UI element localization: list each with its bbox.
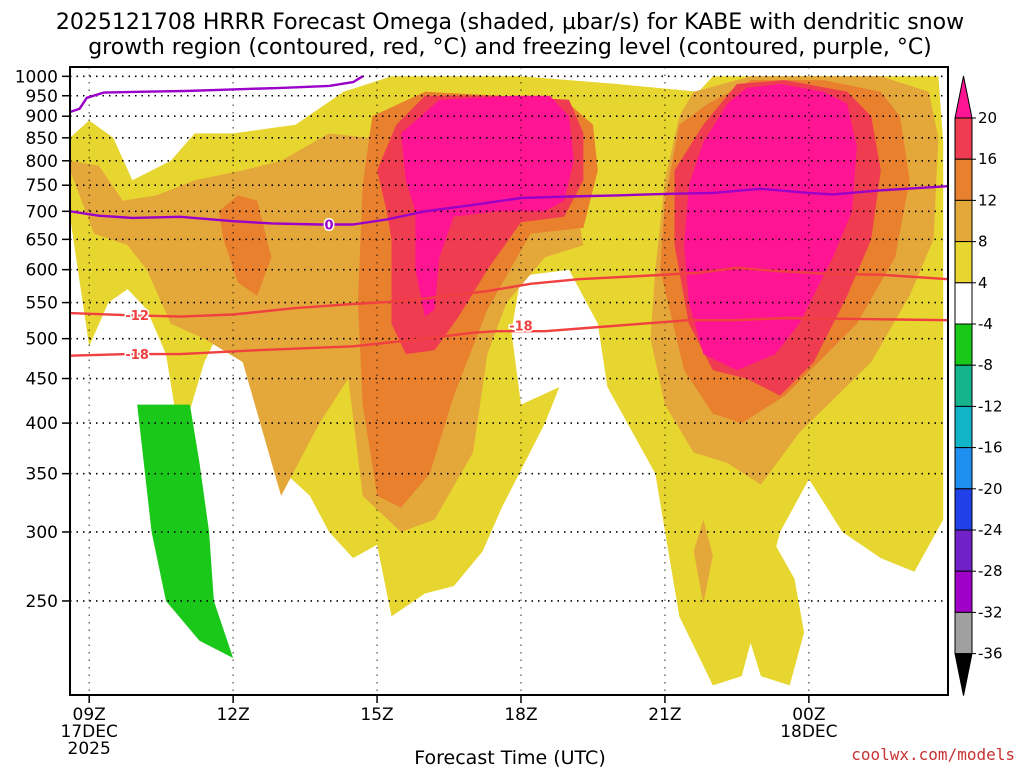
colorbar-label: -32 <box>978 603 1003 621</box>
colorbar-label: 4 <box>978 274 988 292</box>
colorbar-label: 20 <box>978 109 997 127</box>
colorbar-over-arrow <box>954 75 973 119</box>
x-tick-label: 21Z <box>648 705 681 725</box>
y-tick-label: 350 <box>26 465 58 485</box>
dgz-minus12-contour <box>70 266 948 318</box>
y-tick-label: 600 <box>26 261 58 281</box>
upward-motion-8-12-upper <box>693 519 713 604</box>
y-tick-label: 400 <box>26 414 58 434</box>
y-tick-label: 1000 <box>15 67 58 87</box>
colorbar-label: 12 <box>978 191 997 209</box>
y-tick-label: 750 <box>26 176 58 196</box>
y-tick-label: 500 <box>26 330 58 350</box>
freezing-level-low-contour <box>70 75 364 114</box>
x-tick-label: 17DEC <box>61 722 118 742</box>
colorbar: 20 16 12 8 4 -4 -8 -12 -16 -20 -24 -28 -32 -36 <box>954 75 1003 696</box>
y-tick-label: 950 <box>26 87 58 107</box>
upward-motion-over-20-east <box>684 84 857 371</box>
x-tick-label: 12Z <box>216 705 249 725</box>
downward-motion-minus4-minus8 <box>137 404 234 658</box>
y-tick-label: 850 <box>26 129 58 149</box>
colorbar-bin <box>954 488 973 531</box>
colorbar-label: -36 <box>978 645 1003 663</box>
colorbar-bin <box>954 117 973 160</box>
colorbar-label: 8 <box>978 233 988 251</box>
colorbar-bin <box>954 405 973 449</box>
y-tick-label: 800 <box>26 152 58 172</box>
y-tick-label: 900 <box>26 107 58 127</box>
x-tick-label: 09Z <box>73 705 106 725</box>
contour-label: -18 <box>509 319 533 334</box>
y-tick-label: 450 <box>26 370 58 390</box>
plot-frame <box>69 66 949 696</box>
chart-title-line2: growth region (contoured, red, °C) and f… <box>88 35 932 60</box>
colorbar-under-arrow <box>954 653 973 696</box>
contour-lines: -18 -18 -12 0 <box>70 75 948 365</box>
contour-label: -12 <box>125 309 149 324</box>
dgz-minus18-contour <box>70 316 948 357</box>
colorbar-label: -16 <box>978 439 1003 457</box>
x-tick-label: 18DEC <box>780 722 837 742</box>
freezing-level-0-contour <box>70 185 948 226</box>
colorbar-bin <box>954 323 973 366</box>
colorbar-bin <box>954 529 973 572</box>
colorbar-bin <box>954 570 973 613</box>
colorbar-label: -20 <box>978 480 1003 498</box>
colorbar-label: -4 <box>978 315 993 333</box>
colorbar-bin <box>954 364 973 407</box>
contour-label: 0 <box>325 219 334 234</box>
colorbar-label: 16 <box>978 150 997 168</box>
colorbar-bin <box>954 611 973 655</box>
upward-motion-over-20-west <box>401 95 574 317</box>
colorbar-bin <box>954 447 973 490</box>
chart-title-line1: 2025121708 HRRR Forecast Omega (shaded, … <box>56 10 964 35</box>
y-tick-label: 650 <box>26 230 58 250</box>
colorbar-label: -24 <box>978 521 1003 539</box>
x-tick-label: 00Z <box>792 705 825 725</box>
x-axis-label: Forecast Time (UTC) <box>414 747 605 768</box>
y-tick-label: 250 <box>26 592 58 612</box>
colorbar-label: -8 <box>978 356 993 374</box>
y-tick-label: 700 <box>26 202 58 222</box>
y-axis-ticks: 2503003504004505005506006507007508008509… <box>15 67 70 612</box>
colorbar-bin <box>954 199 973 243</box>
colorbar-bin <box>954 282 973 325</box>
colorbar-label: -28 <box>978 562 1003 580</box>
x-tick-label: 15Z <box>360 705 393 725</box>
upward-motion-top-4-8 <box>732 544 805 686</box>
colorbar-bin <box>954 241 973 284</box>
colorbar-label: -12 <box>978 397 1003 415</box>
x-tick-label: 2025 <box>68 739 111 759</box>
y-tick-label: 300 <box>26 523 58 543</box>
x-tick-label: 18Z <box>504 705 537 725</box>
colorbar-bin <box>954 158 973 201</box>
y-tick-label: 550 <box>26 294 58 314</box>
credit-text: coolwx.com/models <box>851 745 1015 764</box>
contour-label: -18 <box>125 348 149 363</box>
